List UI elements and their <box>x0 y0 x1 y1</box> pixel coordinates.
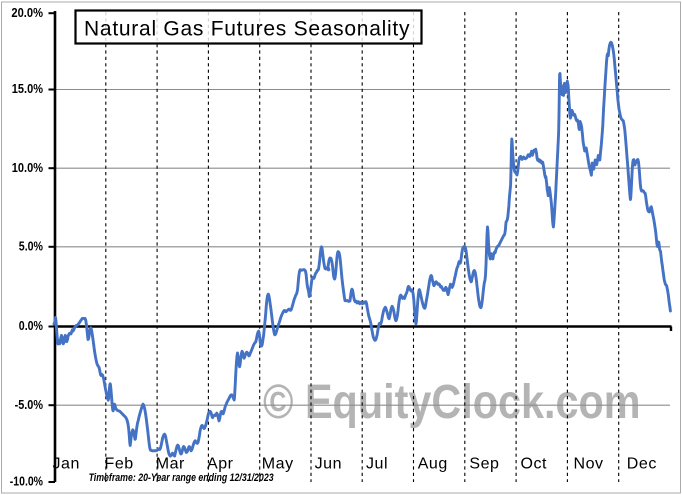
svg-text:© EquityClock.com: © EquityClock.com <box>263 376 641 429</box>
svg-text:Jun: Jun <box>315 456 342 473</box>
svg-text:Timeframe: 20-Year range endin: Timeframe: 20-Year range ending 12/31/20… <box>89 472 274 484</box>
svg-text:-10.0%: -10.0% <box>10 475 43 489</box>
svg-text:Dec: Dec <box>627 456 657 473</box>
svg-text:Apr: Apr <box>207 456 234 473</box>
svg-text:-5.0%: -5.0% <box>15 398 43 412</box>
svg-text:May: May <box>262 456 294 473</box>
svg-text:Aug: Aug <box>418 456 448 473</box>
svg-text:10.0%: 10.0% <box>12 161 43 175</box>
svg-text:Jan: Jan <box>53 456 80 473</box>
svg-text:Oct: Oct <box>521 456 548 473</box>
svg-text:Natural Gas Futures Seasonalit: Natural Gas Futures Seasonality <box>84 18 410 41</box>
svg-text:15.0%: 15.0% <box>12 82 43 96</box>
svg-text:Mar: Mar <box>156 456 185 473</box>
svg-text:5.0%: 5.0% <box>19 239 43 253</box>
svg-text:20.0%: 20.0% <box>11 6 43 20</box>
svg-text:Sep: Sep <box>469 456 499 473</box>
svg-text:Nov: Nov <box>574 456 604 473</box>
svg-text:0.0%: 0.0% <box>19 319 43 333</box>
svg-text:Feb: Feb <box>105 456 134 473</box>
svg-text:Jul: Jul <box>366 456 388 473</box>
